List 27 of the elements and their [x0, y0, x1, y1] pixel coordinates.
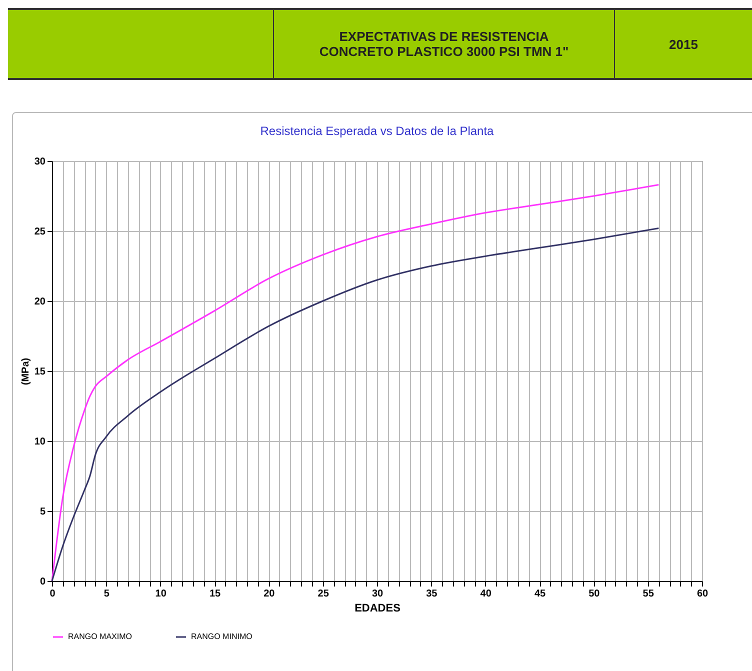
- text: EXPECTATIVAS DE RESISTENCIA CONCRETO PLASTICO 3000 PSI TMN 1": [274, 10, 615, 78]
- legend-label: RANGO MAXIMO: [68, 632, 132, 641]
- x-tick-label: 15: [209, 588, 221, 600]
- text: 2015: [668, 36, 699, 54]
- x-tick-label: 10: [155, 588, 167, 600]
- y-tick-label: 5: [40, 506, 46, 518]
- x-tick-label: 20: [264, 588, 276, 600]
- y-tick-label: 30: [34, 156, 46, 168]
- x-tick-label: 35: [426, 588, 438, 600]
- x-tick-label: 5: [104, 588, 110, 600]
- x-tick-label: 40: [480, 588, 492, 600]
- chart-title: Resistencia Esperada vs Datos de la Planta: [260, 124, 494, 138]
- y-tick-label: 20: [34, 296, 46, 308]
- x-tick-label: 50: [588, 588, 600, 600]
- x-axis-title: EDADES: [354, 602, 400, 614]
- x-tick-label: 0: [50, 588, 56, 600]
- y-tick-label: 10: [34, 436, 46, 448]
- y-axis-title: (MPa): [20, 358, 32, 386]
- y-tick-label: 25: [34, 226, 46, 238]
- x-tick-label: 45: [534, 588, 546, 600]
- x-tick-label: 60: [696, 588, 708, 600]
- legend-label: RANGO MINIMO: [191, 632, 252, 641]
- x-tick-label: 30: [372, 588, 384, 600]
- y-tick-label: 15: [34, 366, 46, 378]
- x-tick-label: 55: [642, 588, 654, 600]
- y-tick-label: 0: [40, 576, 46, 588]
- x-tick-label: 25: [318, 588, 330, 600]
